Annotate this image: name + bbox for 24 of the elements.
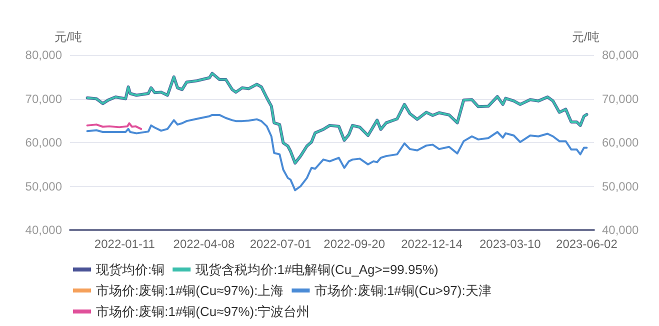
y-tick-label: 70,000 <box>25 92 62 106</box>
y-axis-title: 元/吨 <box>54 30 82 44</box>
y2-tick-label: 40,000 <box>602 223 640 237</box>
y2-tick-label: 80,000 <box>602 48 640 62</box>
x-tick-label: 2022-12-14 <box>401 237 463 251</box>
x-tick-label: 2022-04-08 <box>173 237 235 251</box>
y2-axis-title: 元/吨 <box>572 30 600 44</box>
legend-label: 市场价:废铜:1#铜(Cu≈97%):宁波台州 <box>96 304 310 319</box>
y-tick-label: 50,000 <box>25 179 62 194</box>
x-tick-label: 2022-09-20 <box>324 237 386 251</box>
y2-tick-label: 60,000 <box>602 136 640 150</box>
y-tick-label: 40,000 <box>25 223 62 237</box>
legend-label: 现货均价:铜 <box>96 262 165 277</box>
x-tick-label: 2023-03-10 <box>479 237 542 251</box>
legend-label: 现货含税均价:1#电解铜(Cu_Ag>=99.95%) <box>196 262 438 277</box>
x-tick-label: 2022-01-11 <box>94 237 156 251</box>
legend-label: 市场价:废铜:1#铜(Cu>97):天津 <box>314 283 492 298</box>
x-tick-label: 2023-06-02 <box>556 237 618 251</box>
y2-tick-label: 70,000 <box>602 92 640 106</box>
y-tick-label: 80,000 <box>25 48 62 62</box>
x-tick-label: 2022-07-01 <box>250 237 312 251</box>
y2-tick-label: 50,000 <box>602 179 640 194</box>
legend-label: 市场价:废铜:1#铜(Cu≈97%):上海 <box>96 283 284 298</box>
y-tick-label: 60,000 <box>25 136 62 150</box>
